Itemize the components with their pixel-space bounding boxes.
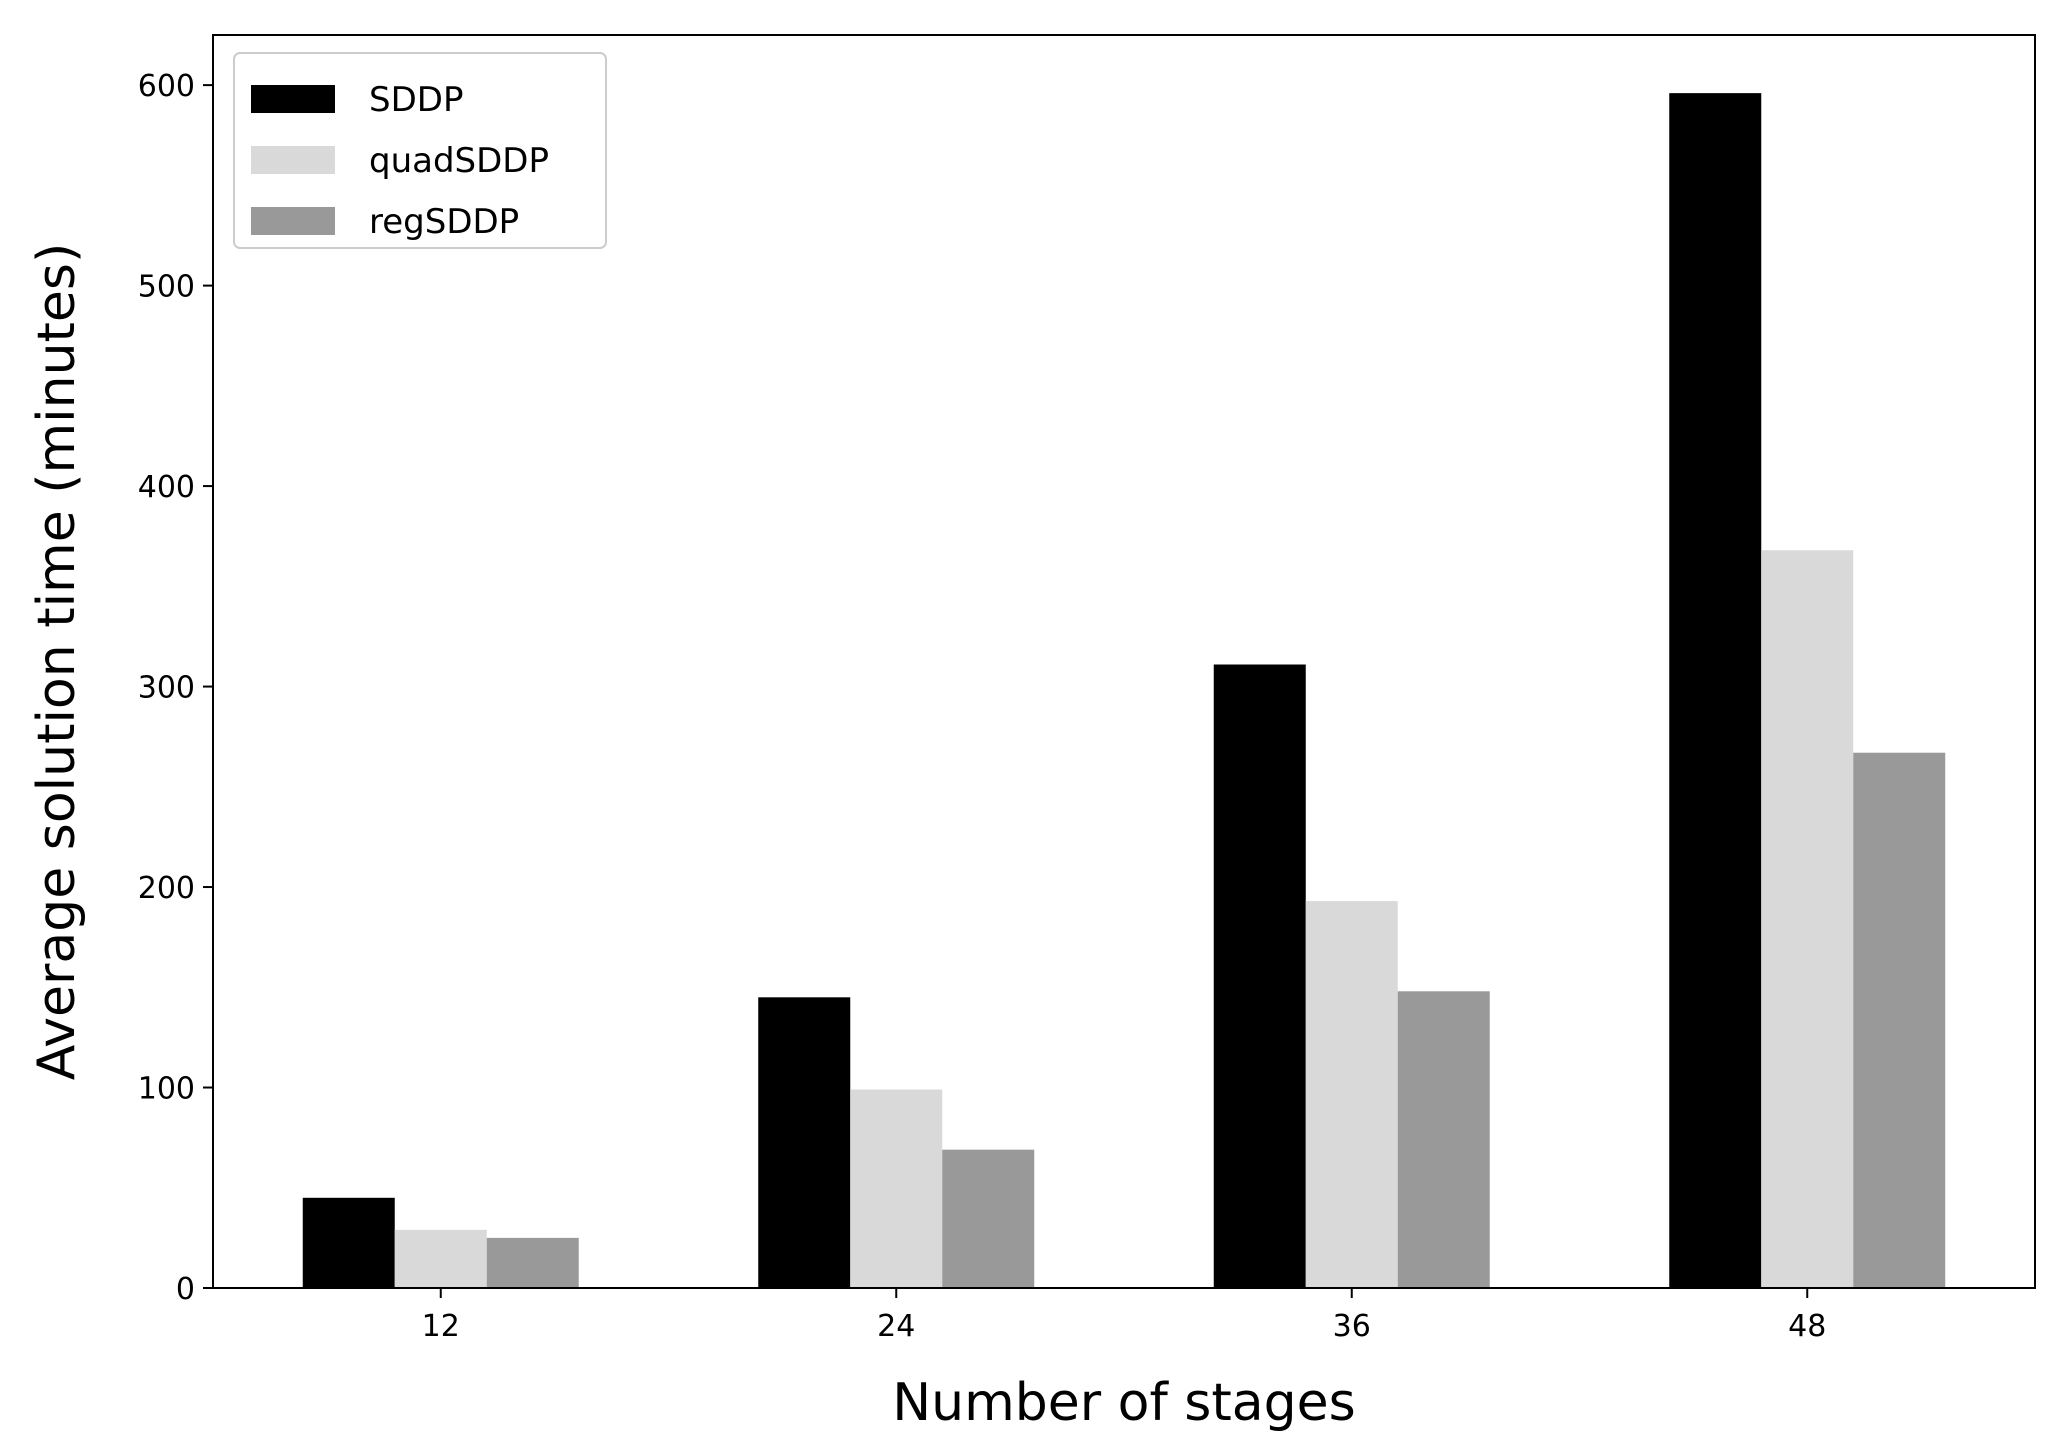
y-tick-label: 300 xyxy=(138,671,195,706)
bar-regsddp-12 xyxy=(486,1237,579,1288)
x-tick-label: 24 xyxy=(877,1309,915,1344)
bar-regsddp-36 xyxy=(1397,991,1490,1288)
x-tick-label: 48 xyxy=(1788,1309,1826,1344)
legend-label-regsddp: regSDDP xyxy=(369,202,519,242)
y-tick-label: 100 xyxy=(138,1072,195,1107)
legend-swatch-quadsddp xyxy=(251,146,335,174)
bar-sddp-12 xyxy=(302,1197,395,1288)
bar-quadsddp-12 xyxy=(394,1229,487,1288)
y-axis-title: Average solution time (minutes) xyxy=(27,243,87,1081)
legend-swatch-regsddp xyxy=(251,207,335,235)
x-tick-label: 36 xyxy=(1333,1309,1371,1344)
x-tick-label: 12 xyxy=(422,1309,460,1344)
legend-label-sddp: SDDP xyxy=(369,80,463,120)
bar-sddp-36 xyxy=(1213,664,1306,1288)
bar-quadsddp-36 xyxy=(1305,901,1398,1288)
bar-sddp-24 xyxy=(758,997,851,1288)
bar-regsddp-24 xyxy=(942,1149,1035,1288)
bar-quadsddp-48 xyxy=(1761,550,1854,1288)
bar-sddp-48 xyxy=(1669,93,1762,1289)
y-tick-label: 500 xyxy=(138,270,195,305)
bar-quadsddp-24 xyxy=(850,1089,943,1288)
axes-layer: 0 100 200 300 400 500 600 12 24 36 48 xyxy=(138,34,2036,1344)
legend: SDDP quadSDDP regSDDP xyxy=(233,52,607,249)
y-tick-label: 600 xyxy=(138,69,195,104)
y-tick-label: 0 xyxy=(176,1272,195,1307)
x-axis-title: Number of stages xyxy=(892,1373,1356,1433)
y-tick-label: 200 xyxy=(138,871,195,906)
bar-regsddp-48 xyxy=(1853,752,1946,1288)
legend-label-quadsddp: quadSDDP xyxy=(369,141,549,181)
plot-frame xyxy=(212,34,2036,1289)
y-tick-label: 400 xyxy=(138,470,195,505)
legend-swatch-sddp xyxy=(251,85,335,113)
bars-layer xyxy=(302,93,1946,1289)
